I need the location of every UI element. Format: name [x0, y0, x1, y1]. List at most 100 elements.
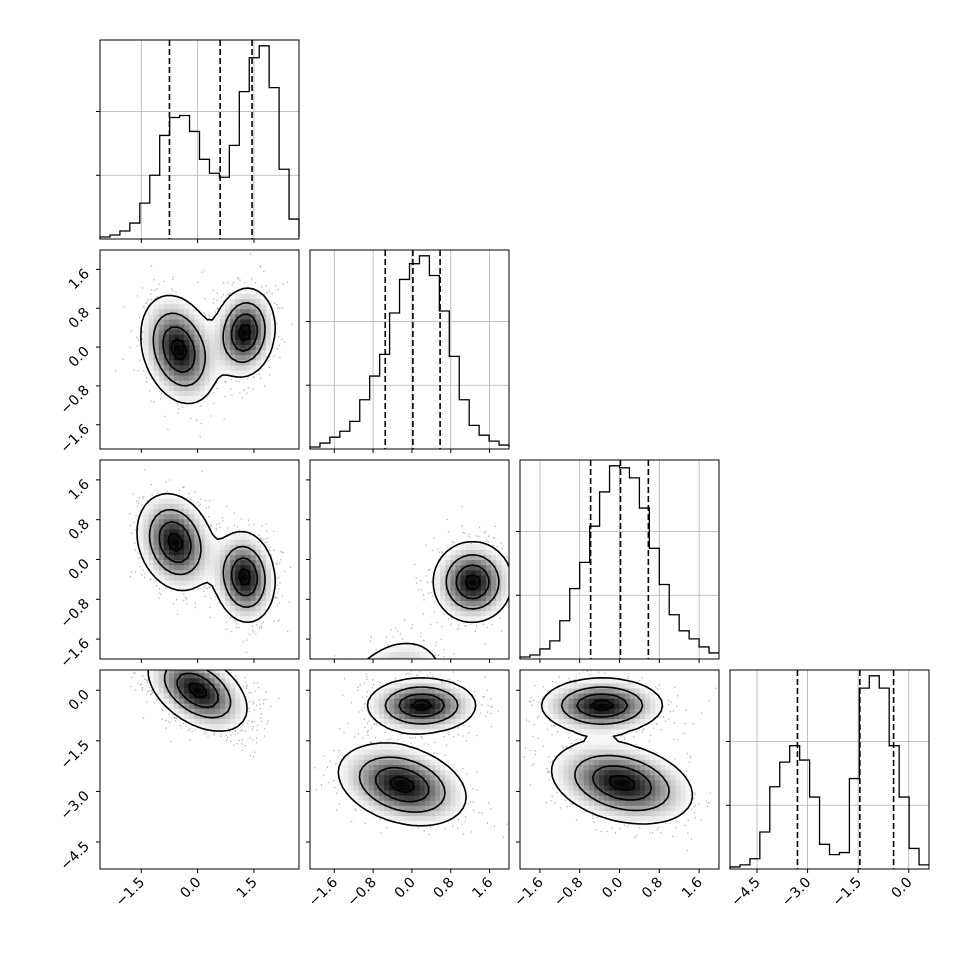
density-cell — [368, 749, 375, 755]
density-cell — [624, 743, 631, 750]
density-cell — [148, 533, 155, 540]
density-cell — [245, 329, 252, 335]
density-cell — [209, 364, 216, 371]
density-cell — [194, 579, 201, 586]
density-cell — [343, 779, 349, 786]
density-cell — [245, 364, 252, 371]
density-layer — [130, 670, 280, 758]
density-cell — [148, 503, 155, 510]
density-cell — [578, 764, 585, 771]
density-cell — [394, 651, 400, 658]
density-cell — [568, 703, 575, 709]
density-cell — [163, 687, 170, 694]
density-cell — [189, 718, 195, 725]
density-cell — [158, 369, 165, 376]
density-cell — [619, 728, 626, 735]
density-cell — [480, 595, 487, 601]
density-cell — [563, 687, 570, 694]
density-cell — [588, 728, 595, 735]
density-cell — [639, 774, 646, 781]
density-cell — [343, 769, 349, 776]
density-cell — [255, 354, 262, 361]
density-cell — [634, 764, 641, 771]
density-cell — [680, 779, 687, 786]
density-cell — [624, 759, 631, 765]
density-cell — [578, 682, 585, 689]
density-cell — [225, 677, 231, 684]
density-cell — [245, 318, 252, 325]
density-cell — [660, 795, 667, 801]
density-cell — [440, 718, 446, 725]
density-cell — [199, 554, 206, 561]
density-cell — [419, 789, 426, 796]
scatter-panel-0-1: −1.6−0.80.00.81.6 — [57, 249, 300, 457]
density-cell — [168, 493, 175, 499]
density-cell — [168, 544, 175, 550]
density-cell — [184, 672, 190, 679]
density-cell — [660, 789, 667, 796]
density-cell — [599, 682, 605, 689]
density-cell — [593, 728, 600, 735]
density-cell — [179, 692, 185, 699]
density-cell — [173, 703, 180, 709]
density-cell — [445, 713, 451, 720]
density-cell — [158, 308, 165, 315]
density-cell — [465, 590, 472, 596]
density-cell — [593, 795, 600, 801]
density-cell — [378, 749, 385, 755]
density-cell — [614, 754, 621, 760]
density-cell — [363, 743, 370, 750]
density-cell — [235, 574, 241, 581]
density-cell — [629, 774, 636, 781]
density-cell — [414, 800, 421, 806]
density-cell — [645, 764, 651, 771]
density-cell — [383, 800, 390, 806]
density-cell — [194, 687, 201, 694]
density-cell — [588, 805, 595, 811]
density-cell — [194, 344, 201, 351]
density-cell — [199, 672, 206, 679]
density-cell — [568, 774, 575, 781]
density-cell — [143, 339, 150, 345]
density-cell — [460, 708, 467, 714]
density-cell — [158, 359, 165, 366]
density-cell — [189, 334, 195, 340]
density-cell — [189, 554, 195, 561]
density-cell — [184, 708, 190, 714]
density-cell — [240, 303, 247, 310]
density-cell — [399, 723, 405, 730]
density-cell — [230, 313, 236, 320]
density-cell — [383, 723, 390, 730]
y-tick-label: −4.5 — [57, 839, 92, 874]
density-cell — [450, 585, 457, 591]
density-cell — [194, 385, 201, 391]
density-cell — [399, 759, 405, 765]
density-cell — [184, 334, 190, 340]
density-cell — [619, 805, 626, 811]
density-cell — [486, 585, 492, 591]
density-cell — [338, 774, 344, 781]
density-cell — [214, 590, 221, 596]
density-cell — [363, 764, 370, 771]
density-cell — [563, 754, 570, 760]
density-cell — [429, 708, 436, 714]
density-cell — [148, 364, 155, 371]
density-cell — [363, 800, 370, 806]
density-cell — [148, 549, 155, 555]
density-layer — [129, 469, 292, 654]
density-cell — [665, 805, 672, 811]
density-cell — [670, 805, 677, 811]
density-cell — [655, 708, 661, 714]
density-cell — [153, 313, 160, 320]
density-cell — [250, 323, 257, 330]
density-cell — [240, 364, 247, 371]
density-cell — [680, 800, 687, 806]
density-cell — [614, 723, 621, 730]
density-cell — [583, 687, 590, 694]
density-cell — [399, 698, 405, 704]
density-cell — [194, 544, 201, 550]
density-cell — [414, 805, 421, 811]
density-cell — [173, 670, 180, 674]
density-cell — [143, 354, 150, 361]
density-cell — [639, 718, 646, 725]
